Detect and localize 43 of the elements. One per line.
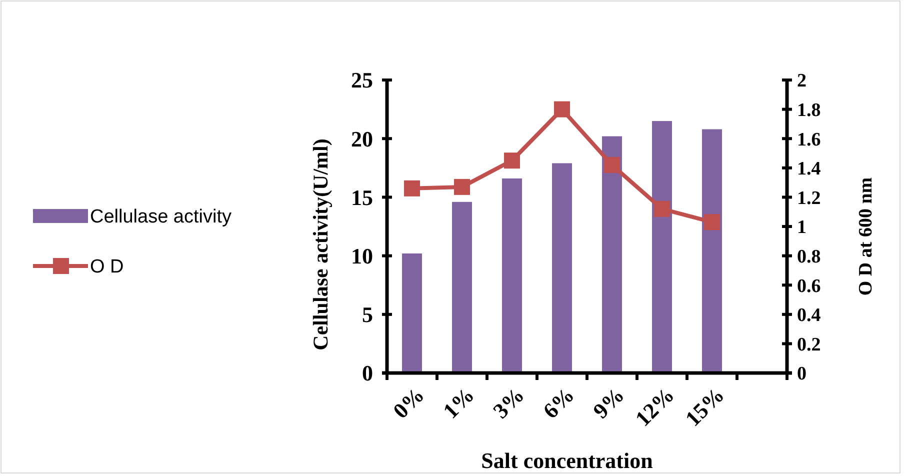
x-tick-label: 3% (488, 382, 529, 424)
y2-axis-title: O D at 600 nm (856, 177, 877, 296)
point (554, 101, 570, 118)
bar (652, 121, 672, 373)
y-tick-label: 0 (362, 360, 373, 386)
y-tick-label: 10 (351, 244, 373, 268)
y2-tick-label: 0.4 (797, 305, 822, 326)
x-tick-label: 12% (630, 382, 679, 432)
y2-tick-label: 1.6 (797, 129, 821, 150)
y-tick-label: 5 (362, 302, 373, 328)
bar (502, 178, 522, 373)
x-tick-label: 15% (680, 382, 729, 432)
point (704, 214, 720, 230)
bar (552, 163, 572, 373)
y2-tick-label: 0.8 (797, 246, 821, 268)
y2-tick-label: 1 (797, 217, 806, 238)
x-axis-title: Salt concentration (481, 448, 653, 473)
bar (452, 202, 472, 373)
x-tick-label: 0% (388, 382, 429, 424)
y-tick-label: 25 (351, 68, 373, 93)
x-tick-label: 9% (588, 382, 629, 424)
x-tick-label: 1% (438, 382, 479, 424)
x-tick-label: 6% (538, 382, 579, 424)
y2-tick-label: 0 (797, 364, 806, 385)
point (604, 156, 620, 173)
point (504, 152, 520, 169)
legend-label: O D (90, 256, 124, 278)
y-axis-title: Cellulase activity(U/ml) (308, 138, 332, 350)
bar (702, 129, 722, 373)
legend-label: Cellulase activity (90, 206, 232, 228)
point (454, 178, 470, 195)
y2-tick-label: 0.2 (797, 334, 821, 356)
y2-tick-label: 1.2 (797, 188, 821, 209)
y-tick-label: 20 (351, 126, 373, 152)
bar (402, 253, 422, 373)
bar (602, 136, 622, 373)
y2-tick-label: 1.4 (797, 158, 822, 180)
y2-tick-label: 0.6 (797, 276, 821, 297)
y2-tick-label: 2 (797, 70, 806, 92)
point (654, 200, 670, 217)
y2-tick-label: 1.8 (797, 100, 821, 121)
y-tick-label: 15 (351, 184, 373, 210)
point (404, 180, 420, 196)
